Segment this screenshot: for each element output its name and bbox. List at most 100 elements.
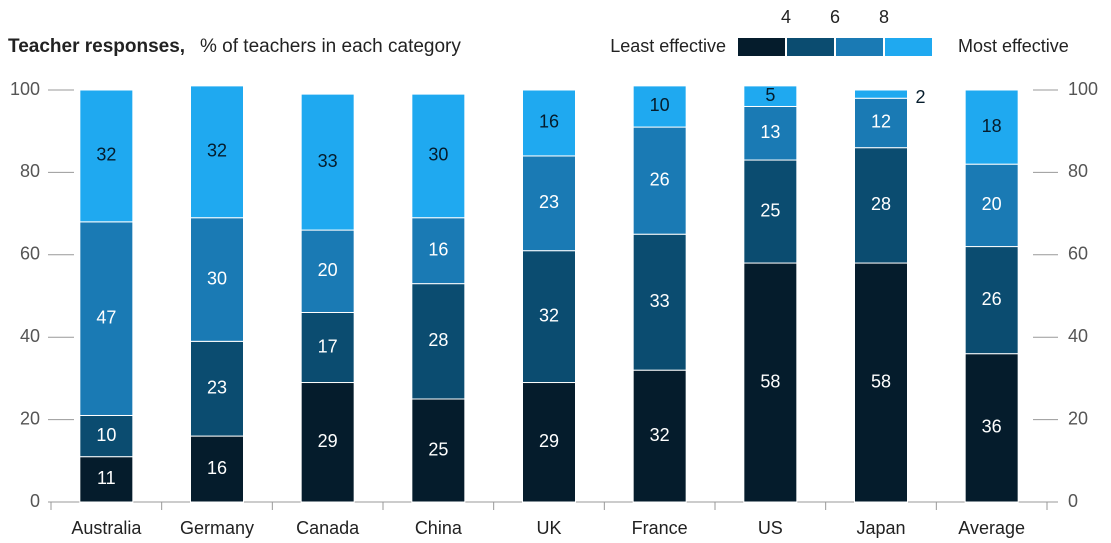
- value-label: 32: [539, 305, 559, 325]
- value-label: 25: [760, 200, 780, 220]
- value-label: 58: [871, 371, 891, 391]
- bar-segment: [411, 398, 466, 503]
- bar-segment: [632, 233, 687, 371]
- x-tick-label: Average: [958, 518, 1025, 538]
- value-label: 29: [318, 431, 338, 451]
- value-label: 10: [96, 425, 116, 445]
- value-label: 23: [207, 377, 227, 397]
- value-label: 28: [871, 194, 891, 214]
- bar-segment: [964, 353, 1019, 503]
- legend-right-label: Most effective: [958, 36, 1069, 56]
- value-label: 30: [428, 145, 448, 165]
- x-tick-label: US: [758, 518, 783, 538]
- value-label: 32: [207, 141, 227, 161]
- legend-swatch: [885, 38, 932, 56]
- bar-segment: [632, 85, 687, 128]
- chart-subtitle: % of teachers in each category: [200, 36, 461, 57]
- value-label: 20: [982, 194, 1002, 214]
- bar-segment: [79, 414, 134, 458]
- bar-segment: [79, 89, 134, 223]
- value-label: 11: [97, 468, 116, 488]
- x-tick-label: UK: [536, 518, 561, 538]
- y-tick-label: 40: [20, 326, 40, 346]
- bar-segment: [411, 93, 466, 219]
- x-tick-label: Japan: [856, 518, 905, 538]
- bar-segment: [854, 97, 908, 149]
- value-label: 25: [428, 439, 448, 459]
- bar-segment: [522, 250, 576, 384]
- y-tick-label: 100: [10, 79, 40, 99]
- value-label: 17: [318, 336, 338, 356]
- value-label: 2: [916, 87, 926, 107]
- bar-segment: [522, 382, 576, 503]
- value-label: 5: [765, 85, 775, 105]
- value-label: 26: [650, 169, 670, 189]
- bar-segment: [79, 221, 134, 416]
- chart-title: Teacher responses,: [8, 36, 185, 57]
- bar-segment: [743, 85, 798, 107]
- legend-tick: 6: [830, 7, 840, 27]
- bar-segment: [300, 382, 355, 503]
- y2-tick-label: 20: [1068, 408, 1088, 428]
- bar-segment: [411, 283, 466, 400]
- bar-segment: [743, 159, 798, 264]
- x-tick-label: France: [632, 518, 688, 538]
- x-tick-label: China: [415, 518, 463, 538]
- value-label: 16: [428, 239, 448, 259]
- value-label: 28: [428, 330, 448, 350]
- legend-tick: 8: [879, 7, 889, 27]
- legend-swatch: [738, 38, 785, 56]
- x-tick-label: Canada: [296, 518, 360, 538]
- bar-segment: [854, 89, 908, 99]
- bar-segment: [522, 155, 576, 252]
- y-tick-label: 80: [20, 161, 40, 181]
- value-label: 10: [650, 95, 670, 115]
- bar-segment: [854, 147, 908, 264]
- y-tick-label: 20: [20, 408, 40, 428]
- bar-segment: [964, 246, 1019, 355]
- legend-tick: 4: [781, 7, 791, 27]
- bar-segment: [743, 105, 798, 161]
- bar-segment: [190, 435, 244, 503]
- value-label: 58: [760, 371, 780, 391]
- value-label: 30: [207, 268, 227, 288]
- value-label: 16: [207, 458, 227, 478]
- value-label: 32: [96, 145, 116, 165]
- bar-segment: [300, 229, 355, 313]
- y2-tick-label: 40: [1068, 326, 1088, 346]
- bar-segment: [79, 456, 134, 503]
- bar-segment: [743, 262, 798, 503]
- bar-segment: [190, 340, 244, 437]
- value-label: 23: [539, 192, 559, 212]
- bar-segment: [854, 262, 908, 503]
- value-label: 13: [760, 122, 780, 142]
- value-label: 32: [650, 425, 670, 445]
- value-label: 47: [96, 307, 116, 327]
- value-label: 18: [982, 116, 1002, 136]
- bar-segment: [632, 126, 687, 235]
- x-tick-label: Australia: [71, 518, 142, 538]
- y2-tick-label: 60: [1068, 244, 1088, 264]
- value-label: 16: [539, 112, 559, 132]
- bar-segment: [964, 89, 1019, 165]
- bar-segment: [190, 85, 244, 219]
- value-label: 12: [871, 112, 891, 132]
- bar-segment: [522, 89, 576, 157]
- bar-segment: [411, 217, 466, 285]
- legend-swatch: [836, 38, 883, 56]
- y2-tick-label: 100: [1068, 79, 1098, 99]
- value-label: 29: [539, 431, 559, 451]
- value-label: 33: [650, 291, 670, 311]
- value-label: 36: [982, 417, 1002, 437]
- bar-segment: [300, 311, 355, 384]
- y-tick-label: 0: [30, 491, 40, 511]
- value-label: 33: [318, 151, 338, 171]
- x-tick-label: Germany: [180, 518, 254, 538]
- bar-segment: [300, 93, 355, 231]
- y2-tick-label: 80: [1068, 161, 1088, 181]
- value-label: 20: [318, 260, 338, 280]
- legend-left-label: Least effective: [610, 36, 726, 56]
- y-tick-label: 60: [20, 244, 40, 264]
- value-label: 26: [982, 289, 1002, 309]
